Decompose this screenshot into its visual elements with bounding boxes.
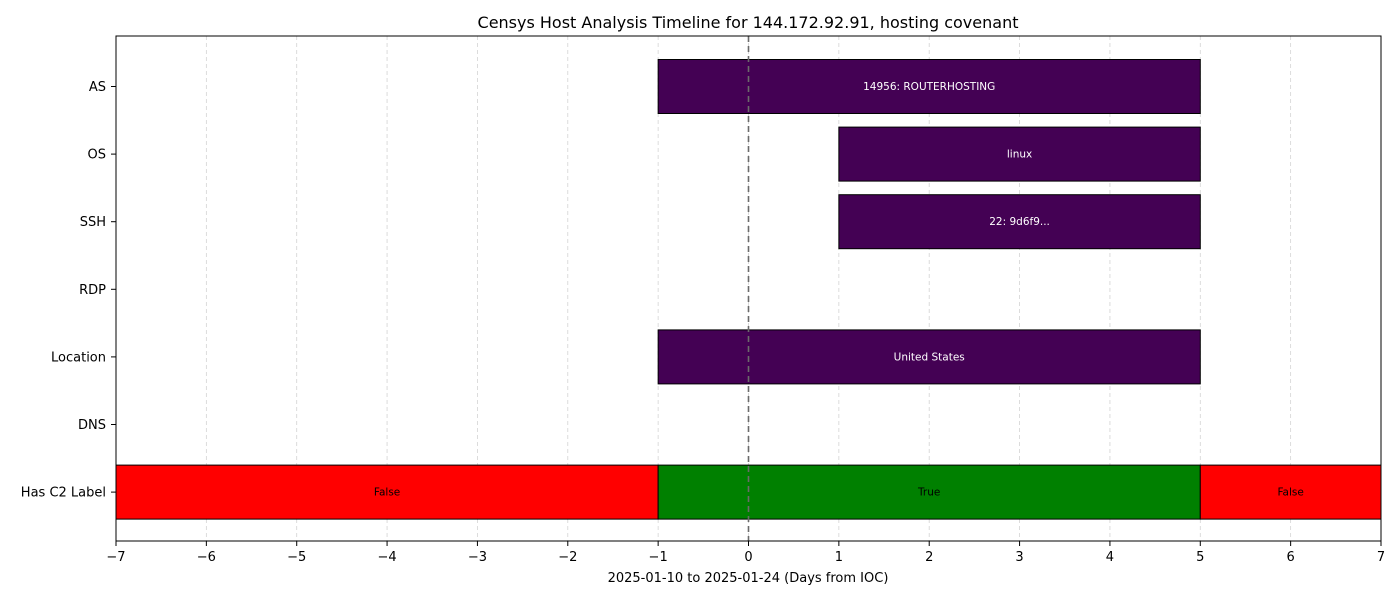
bar-label: linux [1007, 149, 1032, 161]
x-tick-label: −5 [287, 550, 306, 565]
x-tick-label: 6 [1287, 550, 1295, 565]
x-tick-label: 0 [744, 550, 752, 565]
x-tick-label: 1 [835, 550, 843, 565]
bar-label: True [917, 487, 940, 499]
x-tick-label: 5 [1196, 550, 1204, 565]
timeline-bar [838, 194, 1201, 250]
x-tick-label: −4 [377, 550, 396, 565]
x-axis-label: 2025-01-10 to 2025-01-24 (Days from IOC) [608, 571, 889, 586]
x-tick-label: −3 [468, 550, 487, 565]
y-tick-label: DNS [78, 418, 106, 433]
grid-lines [115, 36, 1382, 541]
bar-label: United States [894, 351, 965, 363]
chart-title: Censys Host Analysis Timeline for 144.17… [478, 13, 1019, 32]
x-tick-label: 7 [1377, 550, 1385, 565]
bar-label: False [374, 487, 400, 499]
x-tick-label: 4 [1106, 550, 1114, 565]
bar-label: 14956: ROUTERHOSTING [863, 81, 995, 93]
timeline-bar [838, 126, 1201, 182]
y-tick-label: RDP [79, 283, 106, 298]
timeline-bar [115, 464, 659, 520]
x-tick-label: −6 [197, 550, 216, 565]
y-tick-label: AS [89, 80, 106, 95]
y-tick-label: Has C2 Label [21, 486, 106, 501]
bar-labels: 14956: ROUTERHOSTING linux 22: 9d6f9... Uni… [374, 81, 1304, 499]
timeline-bars [115, 59, 1382, 520]
timeline-bar [1199, 464, 1382, 520]
axes: AS OS SSH RDP Location DNS Has C2 Label −7 −6 −5 −… [21, 35, 1385, 565]
x-tick-label: −7 [106, 550, 125, 565]
x-tick-label: −2 [558, 550, 577, 565]
x-tick-label: 3 [1015, 550, 1023, 565]
x-tick-label: −1 [649, 550, 668, 565]
x-tick-label: 2 [925, 550, 933, 565]
bar-label: False [1277, 487, 1303, 499]
y-tick-label: SSH [80, 215, 106, 230]
y-tick-label: Location [51, 350, 106, 365]
y-tick-label: OS [88, 148, 106, 163]
bar-label: 22: 9d6f9... [989, 216, 1050, 228]
